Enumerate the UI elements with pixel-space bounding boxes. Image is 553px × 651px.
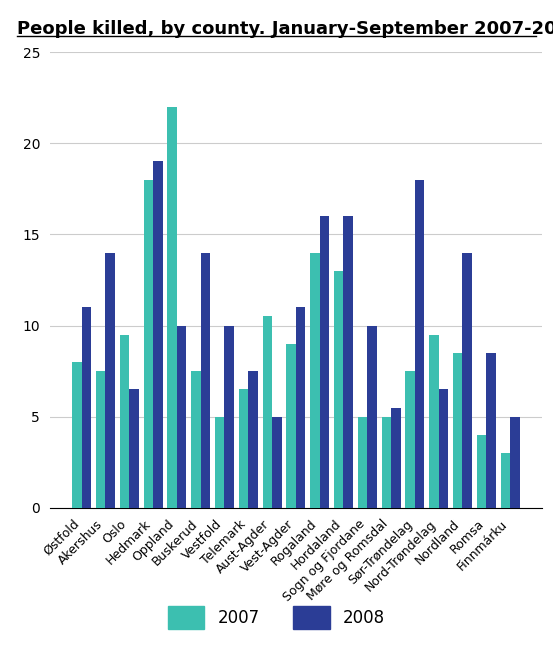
Bar	[248, 371, 258, 508]
Bar	[96, 371, 106, 508]
Bar	[429, 335, 439, 508]
Bar	[72, 362, 82, 508]
Bar	[477, 435, 486, 508]
Bar	[191, 371, 201, 508]
Text: People killed, by county. January-September 2007-2008: People killed, by county. January-Septem…	[17, 20, 553, 38]
Bar	[215, 417, 225, 508]
Bar	[453, 353, 462, 508]
Bar	[320, 216, 329, 508]
Bar	[177, 326, 186, 508]
Bar	[486, 353, 496, 508]
Bar	[201, 253, 210, 508]
Bar	[296, 307, 305, 508]
Bar	[129, 389, 139, 508]
Bar	[405, 371, 415, 508]
Bar	[358, 417, 367, 508]
Bar	[106, 253, 115, 508]
Bar	[415, 180, 424, 508]
Bar	[462, 253, 472, 508]
Bar	[144, 180, 153, 508]
Bar	[382, 417, 391, 508]
Bar	[500, 453, 510, 508]
Bar	[120, 335, 129, 508]
Bar	[286, 344, 296, 508]
Bar	[153, 161, 163, 508]
Legend: 2007, 2008: 2007, 2008	[161, 599, 392, 636]
Bar	[225, 326, 234, 508]
Bar	[82, 307, 91, 508]
Bar	[334, 271, 343, 508]
Bar	[439, 389, 448, 508]
Bar	[310, 253, 320, 508]
Bar	[168, 107, 177, 508]
Bar	[510, 417, 520, 508]
Bar	[391, 408, 400, 508]
Bar	[263, 316, 272, 508]
Bar	[343, 216, 353, 508]
Bar	[239, 389, 248, 508]
Bar	[367, 326, 377, 508]
Bar	[272, 417, 281, 508]
